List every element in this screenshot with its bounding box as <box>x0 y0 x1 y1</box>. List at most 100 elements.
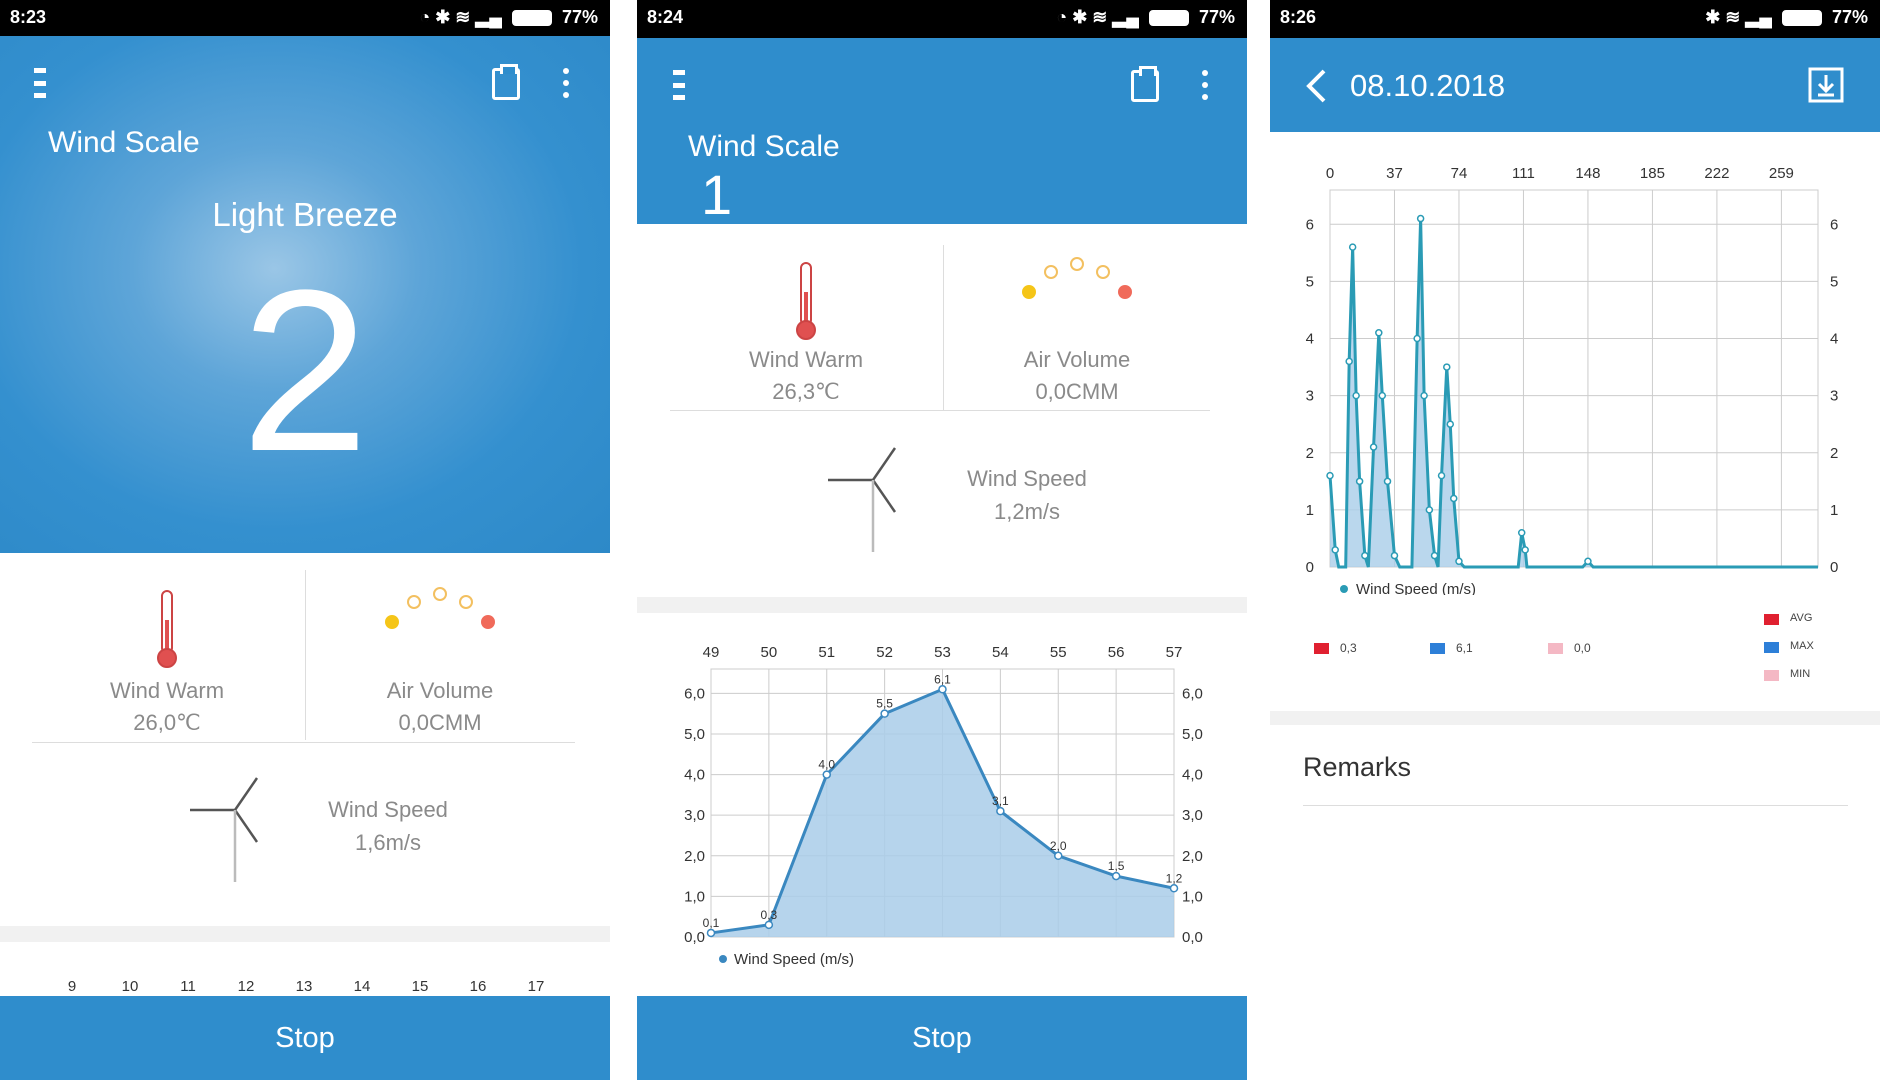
wind-speed-value: 1,6m/s <box>354 830 422 855</box>
x-tick-label: 9 <box>67 978 77 995</box>
menu-icon[interactable] <box>673 70 685 100</box>
data-point <box>996 806 1005 816</box>
thermometer-icon <box>796 262 816 342</box>
data-point <box>1449 494 1458 503</box>
x-tick-label: 54 <box>992 644 1009 661</box>
y-tick-label-right: 6 <box>1830 216 1838 233</box>
record-date: 08.10.2018 <box>1350 68 1506 103</box>
screen-live-1: 8:23 ◔ ✱ ≋ ▂▄ 77% Wind Scale Light Breeze… <box>0 0 610 1080</box>
data-point <box>1378 391 1387 400</box>
y-tick-label-right: 2,0 <box>1182 848 1203 865</box>
data-point <box>938 685 947 694</box>
y-tick-label-left: 3,0 <box>684 807 705 824</box>
data-point <box>880 709 889 718</box>
wifi-icon: ◔ ✱ ≋ ▂▄ <box>419 7 502 27</box>
header: Wind Scale 1 <box>637 38 1247 226</box>
stat-color-swatch <box>1430 643 1445 654</box>
data-label: 6,1 <box>934 672 951 686</box>
data-point <box>1437 471 1446 480</box>
battery-level: 77% <box>1831 7 1868 27</box>
y-tick-label-right: 4,0 <box>1182 767 1203 784</box>
wind-scale-level: 2 <box>241 242 369 499</box>
turbine-icon <box>828 447 897 552</box>
air-volume-value: 0,0CMM <box>398 710 482 735</box>
stat-color-swatch <box>1548 643 1563 654</box>
stop-button[interactable]: Stop <box>0 996 610 1080</box>
data-label: 0,3 <box>761 908 778 922</box>
header: 08.10.2018 <box>1270 38 1880 132</box>
data-point <box>1430 551 1439 560</box>
y-tick-label-right: 6,0 <box>1182 685 1203 702</box>
data-label: 0,1 <box>703 916 720 930</box>
x-tick-label: 11 <box>180 978 196 995</box>
x-tick-label: 15 <box>411 978 429 995</box>
wind-speed-label: Wind Speed <box>967 466 1087 491</box>
remarks-input-line[interactable] <box>1303 805 1848 806</box>
wind-scale-hero: Wind Scale Light Breeze 2 <box>0 36 610 553</box>
x-tick-label: 185 <box>1640 165 1665 182</box>
clipboard-icon[interactable] <box>1131 66 1159 102</box>
wind-scale-level: 1 <box>701 163 733 226</box>
data-point <box>1169 884 1179 893</box>
data-point <box>1345 357 1353 366</box>
data-point <box>1517 528 1526 537</box>
x-tick-label: 74 <box>1451 165 1468 182</box>
y-tick-label-right: 3 <box>1830 388 1838 405</box>
status-time: 8:24 <box>647 7 684 27</box>
clipboard-icon[interactable] <box>492 64 520 100</box>
data-point <box>1355 477 1364 486</box>
status-time: 8:26 <box>1280 7 1317 27</box>
data-point <box>1369 443 1378 451</box>
stat-color-swatch <box>1314 643 1329 654</box>
data-point <box>1443 363 1451 371</box>
stat-value-min: 0,0 <box>1574 641 1591 655</box>
back-icon[interactable] <box>1304 68 1328 104</box>
remarks-heading: Remarks <box>1303 752 1412 782</box>
x-tick-label: 51 <box>818 644 835 661</box>
x-tick-label: 14 <box>353 978 371 995</box>
data-point <box>1413 334 1421 343</box>
x-tick-label: 50 <box>761 644 778 661</box>
wind-speed-history-chart: 0 37 74 111 148 185 222 259 0 0 1 1 2 2 3 3 4 4 5 5 6 6 Wind S… <box>1306 165 1839 595</box>
y-tick-label-left: 1 <box>1306 502 1314 519</box>
stat-value-avg: 0,3 <box>1340 641 1357 655</box>
wind-speed-chart: 49 50 51 52 53 54 55 56 57 0,0 0,0 1,0 1,0 2,0 2,0 3,0 3… <box>684 644 1203 968</box>
turbine-icon <box>190 777 259 882</box>
legend-label: Wind Speed (m/s) <box>734 951 854 968</box>
section-separator <box>1270 711 1880 725</box>
y-tick-label-right: 0 <box>1830 559 1838 576</box>
wind-warm-value: 26,3℃ <box>772 379 840 404</box>
wind-warm-label: Wind Warm <box>109 678 225 703</box>
thermometer-icon <box>157 590 177 670</box>
more-options-icon[interactable] <box>1202 70 1210 100</box>
y-tick-label-right: 1 <box>1830 502 1838 519</box>
section-separator <box>637 597 1247 613</box>
level-name: Light Breeze <box>212 196 398 233</box>
data-label: 1,5 <box>1108 859 1125 873</box>
y-tick-label-right: 3,0 <box>1182 807 1203 824</box>
wind-speed-label: Wind Speed <box>328 797 448 822</box>
data-point <box>1348 243 1357 251</box>
x-tick-label: 57 <box>1166 644 1183 661</box>
menu-icon[interactable] <box>34 68 46 98</box>
download-icon[interactable] <box>1808 67 1844 103</box>
wind-scale-title: Wind Scale <box>688 130 840 163</box>
data-point <box>706 928 716 938</box>
data-point <box>764 920 774 930</box>
data-label: 5,5 <box>876 697 893 711</box>
legend-marker <box>719 955 727 963</box>
legend-swatch <box>1764 642 1779 653</box>
air-volume-label: Air Volume <box>386 678 494 703</box>
divider <box>943 245 944 410</box>
legend-label-max: MAX <box>1790 640 1814 652</box>
stop-button[interactable]: Stop <box>637 996 1247 1080</box>
series-area <box>711 689 1174 937</box>
data-point <box>1416 214 1425 223</box>
more-options-icon[interactable] <box>563 68 571 98</box>
data-point <box>1446 420 1455 428</box>
air-volume-value: 0,0CMM <box>1035 379 1119 404</box>
status-bar: 8:26 ✱ ≋ ▂▄ 77% <box>1270 0 1880 38</box>
x-tick-label: 13 <box>295 978 313 995</box>
x-tick-label: 53 <box>934 644 951 661</box>
data-point <box>1521 546 1529 554</box>
